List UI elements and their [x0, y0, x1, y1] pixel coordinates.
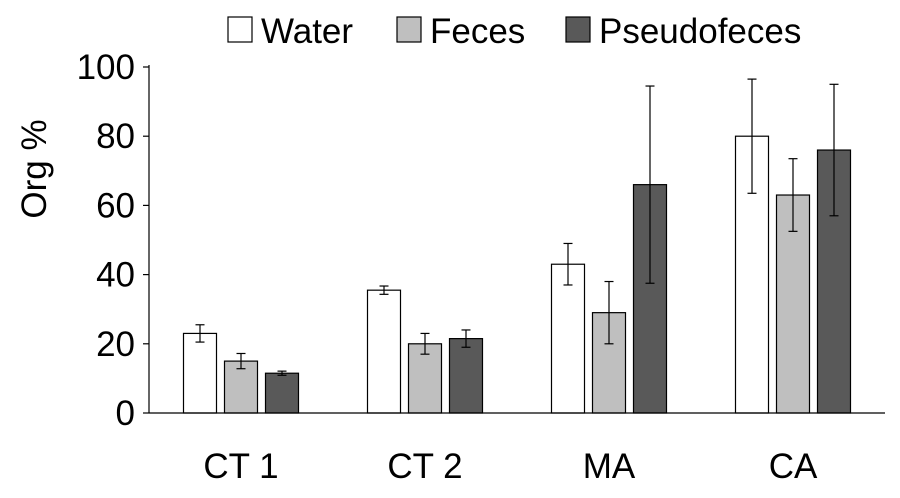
y-tick-label: 20: [96, 325, 135, 364]
bar-water-ma: [550, 263, 586, 414]
legend-label: Feces: [430, 12, 525, 51]
legend: Water Feces Pseudofeces: [227, 12, 801, 51]
error-bar: [563, 242, 573, 286]
bar-water-ct-1: [182, 332, 218, 414]
bar-pseudofeces-ct-2: [448, 338, 484, 414]
legend-swatch: [565, 16, 591, 43]
error-bar: [461, 329, 471, 348]
x-tick-label: CT 2: [387, 447, 462, 486]
y-tick-label: 40: [96, 256, 135, 295]
x-tick-label: CA: [769, 447, 818, 486]
y-tick-label: 80: [96, 117, 135, 156]
y-tick-label: 60: [96, 186, 135, 225]
x-axis: CT 1 CT 2 MA CA: [149, 412, 885, 486]
x-tick-label: MA: [583, 447, 636, 486]
bar-water-ct-2: [366, 289, 402, 414]
error-bar: [645, 85, 655, 284]
legend-swatch: [396, 16, 422, 43]
error-bar: [747, 78, 757, 194]
legend-swatch: [227, 16, 253, 43]
bars: [182, 78, 852, 414]
legend-label: Water: [261, 12, 353, 51]
error-bar: [379, 285, 389, 295]
error-bar: [829, 83, 839, 217]
legend-label: Pseudofeces: [599, 12, 801, 51]
error-bar: [420, 332, 430, 355]
bar-pseudofeces-ct-1: [264, 372, 300, 414]
bar-feces-ct-2: [407, 343, 443, 414]
x-tick-label: CT 1: [203, 447, 278, 486]
error-bar: [236, 352, 246, 370]
y-tick-label: 0: [116, 394, 135, 433]
legend-item-pseudofeces: Pseudofeces: [565, 12, 801, 51]
error-bar: [788, 158, 798, 232]
legend-item-water: Water: [227, 12, 353, 51]
error-bar: [195, 324, 205, 343]
legend-item-feces: Feces: [396, 12, 525, 51]
error-bar: [604, 280, 614, 345]
y-axis: 0 20 40 60 80 100: [77, 48, 150, 433]
y-tick-label: 100: [77, 48, 135, 87]
error-bar: [277, 370, 287, 376]
y-axis-title: Org %: [15, 119, 54, 218]
